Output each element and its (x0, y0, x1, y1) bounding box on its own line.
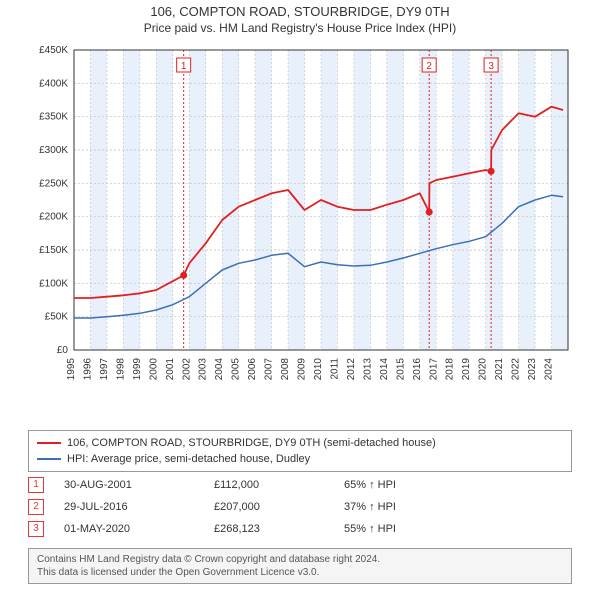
svg-text:£200K: £200K (39, 212, 68, 223)
svg-text:£450K: £450K (39, 45, 68, 56)
sale-date: 29-JUL-2016 (64, 501, 214, 513)
svg-text:2001: 2001 (165, 358, 176, 381)
svg-text:2014: 2014 (379, 358, 390, 381)
svg-text:2008: 2008 (280, 358, 291, 381)
chart-svg: £0 £50K £100K £150K £200K £250K £300K £350K £400… (28, 40, 572, 420)
sales-row: 1 30-AUG-2001 £112,000 65% ↑ HPI (28, 474, 572, 496)
sale-date: 01-MAY-2020 (64, 523, 214, 535)
legend-item: HPI: Average price, semi-detached house,… (37, 451, 563, 467)
svg-text:2013: 2013 (362, 358, 373, 381)
sales-row: 3 01-MAY-2020 £268,123 55% ↑ HPI (28, 518, 572, 540)
svg-text:2023: 2023 (527, 358, 538, 381)
svg-text:1996: 1996 (82, 358, 93, 381)
svg-text:2002: 2002 (181, 358, 192, 381)
svg-text:£100K: £100K (39, 278, 68, 289)
svg-text:£400K: £400K (39, 78, 68, 89)
svg-text:3: 3 (488, 61, 494, 72)
svg-text:2: 2 (426, 61, 432, 72)
legend-swatch (37, 442, 61, 444)
footer-line: Contains HM Land Registry data © Crown c… (37, 553, 563, 566)
svg-text:2009: 2009 (297, 358, 308, 381)
sale-price: £112,000 (214, 479, 344, 491)
chart-subtitle: Price paid vs. HM Land Registry's House … (0, 21, 600, 35)
sale-diff: 55% ↑ HPI (344, 523, 572, 535)
svg-text:£350K: £350K (39, 112, 68, 123)
svg-text:£300K: £300K (39, 145, 68, 156)
svg-text:2005: 2005 (231, 358, 242, 381)
svg-text:2007: 2007 (264, 358, 275, 381)
svg-text:2019: 2019 (461, 358, 472, 381)
sale-marker-icon: 1 (28, 477, 44, 493)
sale-diff: 65% ↑ HPI (344, 479, 572, 491)
sale-price: £268,123 (214, 523, 344, 535)
svg-text:2022: 2022 (511, 358, 522, 381)
svg-text:1997: 1997 (99, 358, 110, 381)
sale-price: £207,000 (214, 501, 344, 513)
svg-text:2011: 2011 (329, 358, 340, 380)
sale-date: 30-AUG-2001 (64, 479, 214, 491)
svg-text:2003: 2003 (198, 358, 209, 381)
sales-table: 1 30-AUG-2001 £112,000 65% ↑ HPI 2 29-JU… (28, 474, 572, 540)
svg-text:1998: 1998 (115, 358, 126, 381)
svg-text:2010: 2010 (313, 358, 324, 381)
svg-text:2024: 2024 (544, 358, 555, 381)
svg-text:2006: 2006 (247, 358, 258, 381)
chart-container: 106, COMPTON ROAD, STOURBRIDGE, DY9 0TH … (0, 0, 600, 590)
sale-marker-icon: 2 (28, 499, 44, 515)
svg-text:£50K: £50K (45, 312, 69, 323)
legend-box: 106, COMPTON ROAD, STOURBRIDGE, DY9 0TH … (28, 430, 572, 472)
svg-text:2017: 2017 (428, 358, 439, 381)
svg-text:2015: 2015 (395, 358, 406, 381)
footer-line: This data is licensed under the Open Gov… (37, 566, 563, 579)
legend-item: 106, COMPTON ROAD, STOURBRIDGE, DY9 0TH … (37, 435, 563, 451)
svg-text:2012: 2012 (346, 358, 357, 381)
svg-text:1: 1 (181, 61, 187, 72)
legend-label: 106, COMPTON ROAD, STOURBRIDGE, DY9 0TH … (67, 435, 436, 451)
legend-swatch (37, 458, 61, 460)
sale-diff: 37% ↑ HPI (344, 501, 572, 513)
svg-text:2018: 2018 (445, 358, 456, 381)
svg-text:2004: 2004 (214, 358, 225, 381)
svg-text:£250K: £250K (39, 178, 68, 189)
sales-row: 2 29-JUL-2016 £207,000 37% ↑ HPI (28, 496, 572, 518)
footer-box: Contains HM Land Registry data © Crown c… (28, 548, 572, 584)
legend-label: HPI: Average price, semi-detached house,… (67, 451, 310, 467)
title-block: 106, COMPTON ROAD, STOURBRIDGE, DY9 0TH … (0, 0, 600, 35)
svg-text:2020: 2020 (478, 358, 489, 381)
svg-text:2000: 2000 (148, 358, 159, 381)
svg-text:2016: 2016 (412, 358, 423, 381)
svg-text:1995: 1995 (66, 358, 77, 381)
svg-text:£0: £0 (57, 345, 69, 356)
svg-text:£150K: £150K (39, 245, 68, 256)
svg-text:2021: 2021 (494, 358, 505, 381)
chart-title: 106, COMPTON ROAD, STOURBRIDGE, DY9 0TH (0, 4, 600, 19)
svg-text:1999: 1999 (132, 358, 143, 381)
sale-marker-icon: 3 (28, 521, 44, 537)
